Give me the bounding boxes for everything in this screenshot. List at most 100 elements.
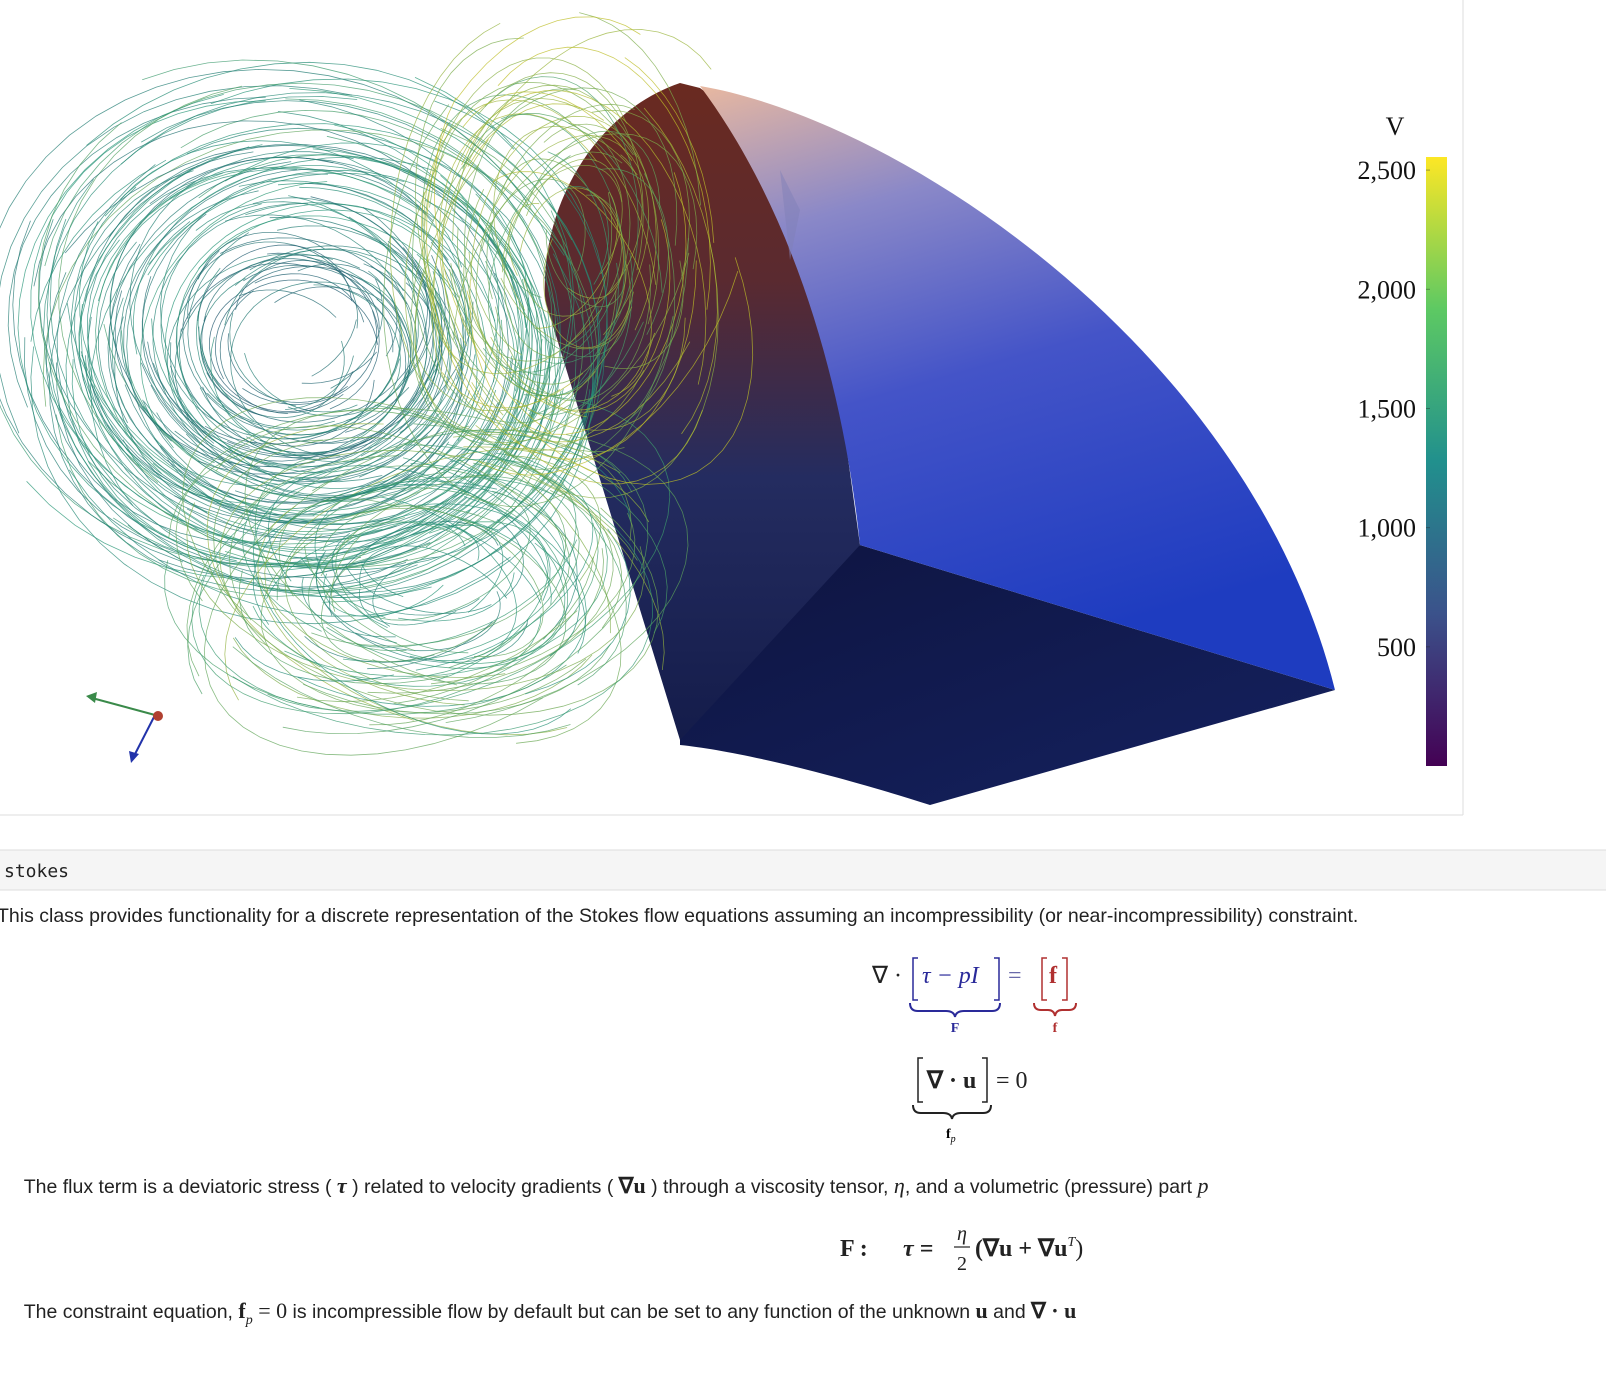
streamline xyxy=(411,213,571,424)
streamline xyxy=(149,156,434,222)
streamline xyxy=(30,346,511,625)
streamline xyxy=(413,423,668,634)
streamline xyxy=(232,646,571,738)
streamline xyxy=(523,154,643,317)
math-expression: (∇u + ∇u xyxy=(975,1236,1067,1262)
fraction-numerator: η xyxy=(957,1223,967,1245)
streamline xyxy=(462,91,633,161)
streamline xyxy=(497,519,524,598)
streamline xyxy=(210,78,608,592)
streamline xyxy=(108,151,254,238)
streamline xyxy=(234,248,437,457)
streamline xyxy=(147,341,250,448)
colorbar-tick-label: 2,000 xyxy=(1358,275,1417,304)
streamline xyxy=(304,545,416,652)
colorbar-tick-label: 1,000 xyxy=(1358,514,1417,543)
prose: , and a volumetric (pressure) part xyxy=(905,1176,1198,1198)
streamline xyxy=(335,521,472,654)
streamline xyxy=(44,82,573,267)
streamline xyxy=(414,37,625,453)
streamline xyxy=(56,164,431,568)
fraction-denominator: 2 xyxy=(957,1253,967,1275)
streamline xyxy=(331,532,480,616)
math-superscript: T xyxy=(1067,1235,1076,1250)
streamline xyxy=(315,553,397,644)
streamline xyxy=(345,565,492,614)
streamline xyxy=(495,264,652,402)
streamline xyxy=(246,263,428,454)
streamline xyxy=(278,498,400,597)
streamline xyxy=(497,46,711,310)
streamline xyxy=(266,528,383,599)
streamline xyxy=(475,370,645,452)
streamline xyxy=(312,465,570,594)
streamline xyxy=(351,504,544,658)
streamline xyxy=(296,610,578,703)
streamline xyxy=(285,355,354,410)
streamline xyxy=(438,113,597,347)
streamline xyxy=(43,96,432,598)
streamline xyxy=(227,333,348,403)
streamline xyxy=(198,154,432,199)
streamline xyxy=(260,534,587,713)
streamline xyxy=(525,528,631,695)
axis-origin xyxy=(153,711,163,721)
math-paren: ) xyxy=(1075,1236,1083,1262)
streamline xyxy=(239,570,448,685)
prose: and xyxy=(988,1301,1031,1323)
streamline xyxy=(95,166,421,474)
streamline xyxy=(267,465,549,582)
streamline xyxy=(423,57,628,367)
streamline xyxy=(26,77,575,580)
streamline xyxy=(109,181,196,350)
streamline xyxy=(543,123,634,156)
streamline xyxy=(398,572,515,622)
math-operator: ∇ · xyxy=(871,963,902,989)
shell-bottom xyxy=(680,545,1335,805)
inline-math: u xyxy=(975,1298,987,1323)
streamline xyxy=(7,96,266,408)
streamline xyxy=(215,425,622,744)
inline-math-subscript: p xyxy=(245,1313,253,1328)
streamline xyxy=(195,201,435,424)
streamline xyxy=(277,182,498,383)
streamline xyxy=(414,258,633,434)
streamline xyxy=(412,524,499,536)
streamline xyxy=(475,103,635,397)
streamline xyxy=(210,336,269,445)
streamline xyxy=(301,577,396,638)
streamline xyxy=(433,29,712,423)
streamline xyxy=(453,133,698,340)
streamline xyxy=(643,107,718,435)
streamline xyxy=(242,471,323,632)
streamline xyxy=(160,173,328,432)
streamline xyxy=(402,171,542,419)
streamline xyxy=(176,215,459,480)
streamline xyxy=(175,407,504,602)
streamline xyxy=(374,404,627,686)
streamline xyxy=(359,545,508,599)
streamline xyxy=(148,173,405,265)
streamline xyxy=(180,262,307,333)
streamline xyxy=(46,272,287,544)
streamline xyxy=(599,168,669,335)
streamline xyxy=(383,104,674,508)
streamline xyxy=(141,100,561,449)
bracket xyxy=(912,957,1000,1001)
streamline xyxy=(414,302,644,446)
streamline xyxy=(12,220,407,579)
streamline xyxy=(372,505,567,685)
inline-math: η xyxy=(894,1173,905,1198)
streamline xyxy=(186,502,645,692)
streamline xyxy=(461,90,707,385)
streamline xyxy=(604,260,684,370)
streamline xyxy=(195,267,439,463)
streamline xyxy=(484,76,639,357)
streamline xyxy=(410,87,678,410)
streamline xyxy=(322,505,495,551)
streamline xyxy=(174,254,361,444)
streamline xyxy=(242,310,378,405)
math-equals: = xyxy=(1008,963,1022,989)
streamline xyxy=(527,253,633,416)
streamline xyxy=(367,523,480,561)
